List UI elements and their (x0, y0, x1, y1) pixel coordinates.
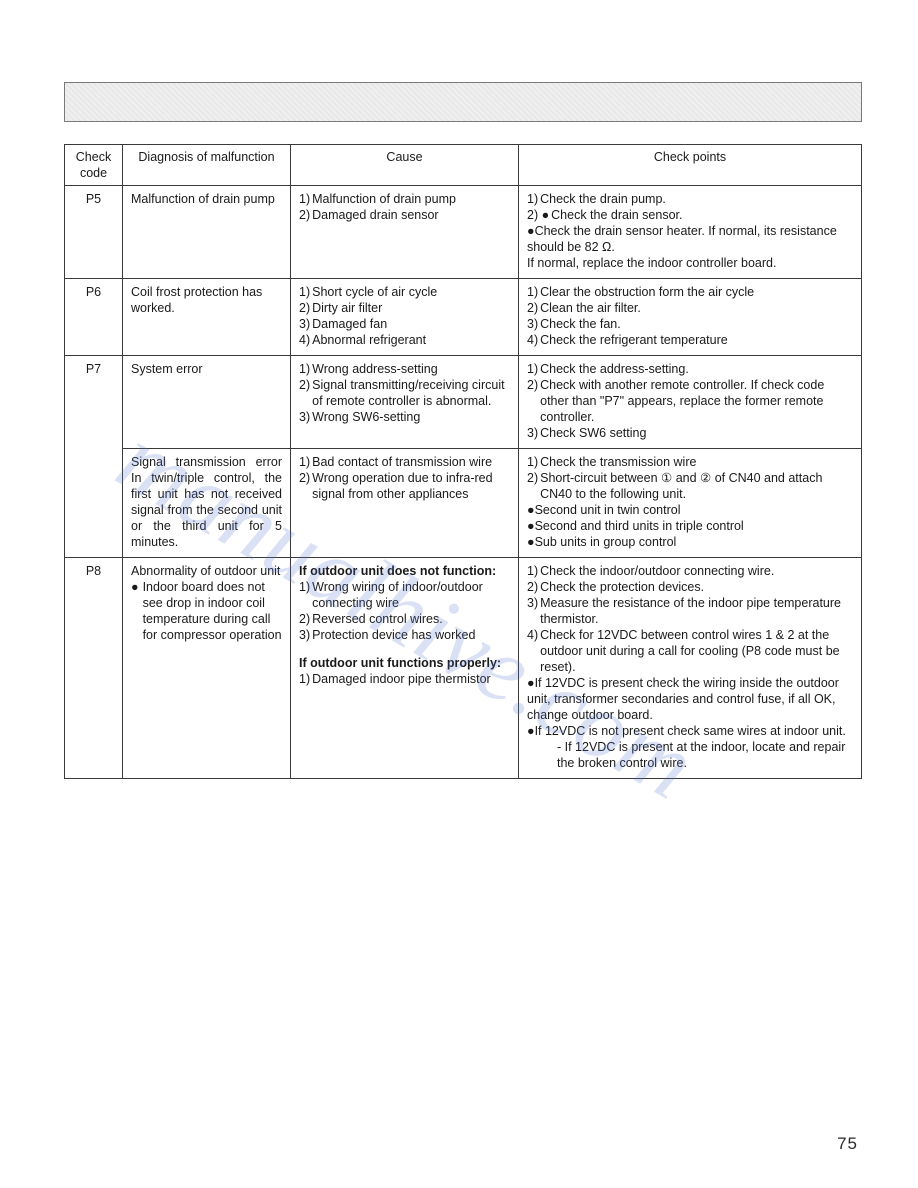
cause-item: Wrong operation due to infra-red signal … (312, 470, 510, 502)
cell-cause: 1)Wrong address-setting 2)Signal transmi… (291, 356, 519, 449)
point-item: Check the drain sensor heater. If normal… (527, 224, 837, 254)
table-row: P5 Malfunction of drain pump 1)Malfuncti… (65, 186, 862, 279)
diagnosis-text: Indoor board does not see drop in indoor… (143, 579, 282, 643)
cause-item: Damaged indoor pipe thermistor (312, 671, 510, 687)
point-item: If 12VDC is present check the wiring ins… (527, 676, 839, 722)
point-item: Check the drain sensor. (551, 207, 853, 223)
point-item: Check the fan. (540, 316, 853, 332)
cell-diagnosis: Signal transmission error In twin/triple… (123, 449, 291, 558)
table-row: P8 Abnormality of outdoor unit ●Indoor b… (65, 558, 862, 779)
table-row: P7 System error 1)Wrong address-setting … (65, 356, 862, 449)
point-item: Second and third units in triple control (535, 519, 744, 533)
cause-item: Damaged fan (312, 316, 510, 332)
cell-cause: 1)Malfunction of drain pump 2)Damaged dr… (291, 186, 519, 279)
cause-item: Short cycle of air cycle (312, 284, 510, 300)
cell-cause: If outdoor unit does not function: 1)Wro… (291, 558, 519, 779)
point-item: Check the indoor/outdoor connecting wire… (540, 563, 853, 579)
cell-cause: 1)Short cycle of air cycle 2)Dirty air f… (291, 279, 519, 356)
cell-cause: 1)Bad contact of transmission wire 2)Wro… (291, 449, 519, 558)
col-cause: Cause (291, 145, 519, 186)
point-item: Check the transmission wire (540, 454, 853, 470)
cause-item: Wrong address-setting (312, 361, 510, 377)
cause-item: Malfunction of drain pump (312, 191, 510, 207)
cause-item: Bad contact of transmission wire (312, 454, 510, 470)
point-item: Second unit in twin control (535, 503, 681, 517)
point-item: Check the drain pump. (540, 191, 853, 207)
col-check-points: Check points (519, 145, 862, 186)
point-item: Check the protection devices. (540, 579, 853, 595)
cause-item: Protection device has worked (312, 627, 510, 643)
cell-diagnosis: Abnormality of outdoor unit ●Indoor boar… (123, 558, 291, 779)
diagnosis-table: Check code Diagnosis of malfunction Caus… (64, 144, 862, 779)
table-row: P6 Coil frost protection has worked. 1)S… (65, 279, 862, 356)
cell-code: P6 (65, 279, 123, 356)
cell-points: 1)Check the indoor/outdoor connecting wi… (519, 558, 862, 779)
point-item: Measure the resistance of the indoor pip… (540, 595, 853, 627)
point-item: - If 12VDC is present at the indoor, loc… (527, 739, 853, 771)
cell-diagnosis: Coil frost protection has worked. (123, 279, 291, 356)
table-header-row: Check code Diagnosis of malfunction Caus… (65, 145, 862, 186)
point-item: Check SW6 setting (540, 425, 853, 441)
cause-item: Abnormal refrigerant (312, 332, 510, 348)
cell-points: 1)Check the address-setting. 2)Check wit… (519, 356, 862, 449)
point-item: Sub units in group control (535, 535, 677, 549)
header-banner (64, 82, 862, 122)
cause-item: Wrong wiring of indoor/outdoor connectin… (312, 579, 510, 611)
point-item: Check the address-setting. (540, 361, 853, 377)
cause-item: Wrong SW6-setting (312, 409, 510, 425)
point-item: Clear the obstruction form the air cycle (540, 284, 853, 300)
cell-code: P8 (65, 558, 123, 779)
point-item: Clean the air filter. (540, 300, 853, 316)
table-row: Signal transmission error In twin/triple… (65, 449, 862, 558)
cause-item: Reversed control wires. (312, 611, 510, 627)
cause-heading: If outdoor unit does not function: (299, 563, 510, 579)
cell-points: 1)Check the drain pump. 2) ●Check the dr… (519, 186, 862, 279)
page-number: 75 (837, 1134, 858, 1154)
col-diagnosis: Diagnosis of malfunction (123, 145, 291, 186)
point-item: Check with another remote controller. If… (540, 377, 853, 425)
point-item: Check for 12VDC between control wires 1 … (540, 627, 853, 675)
point-item: Short-circuit between ① and ② of CN40 an… (540, 470, 853, 502)
cause-item: Signal transmitting/receiving circuit of… (312, 377, 510, 409)
cell-code: P5 (65, 186, 123, 279)
cell-diagnosis: System error (123, 356, 291, 449)
cell-points: 1)Clear the obstruction form the air cyc… (519, 279, 862, 356)
point-footer: If normal, replace the indoor controller… (527, 255, 853, 271)
cause-heading: If outdoor unit functions properly: (299, 655, 510, 671)
page: Check code Diagnosis of malfunction Caus… (0, 0, 918, 1188)
col-check-code: Check code (65, 145, 123, 186)
cause-item: Dirty air filter (312, 300, 510, 316)
cause-item: Damaged drain sensor (312, 207, 510, 223)
cell-diagnosis: Malfunction of drain pump (123, 186, 291, 279)
point-item: Check the refrigerant temperature (540, 332, 853, 348)
diagnosis-text: Abnormality of outdoor unit (131, 563, 282, 579)
cell-points: 1)Check the transmission wire 2)Short-ci… (519, 449, 862, 558)
cell-code: P7 (65, 356, 123, 558)
point-item: If 12VDC is not present check same wires… (535, 724, 846, 738)
